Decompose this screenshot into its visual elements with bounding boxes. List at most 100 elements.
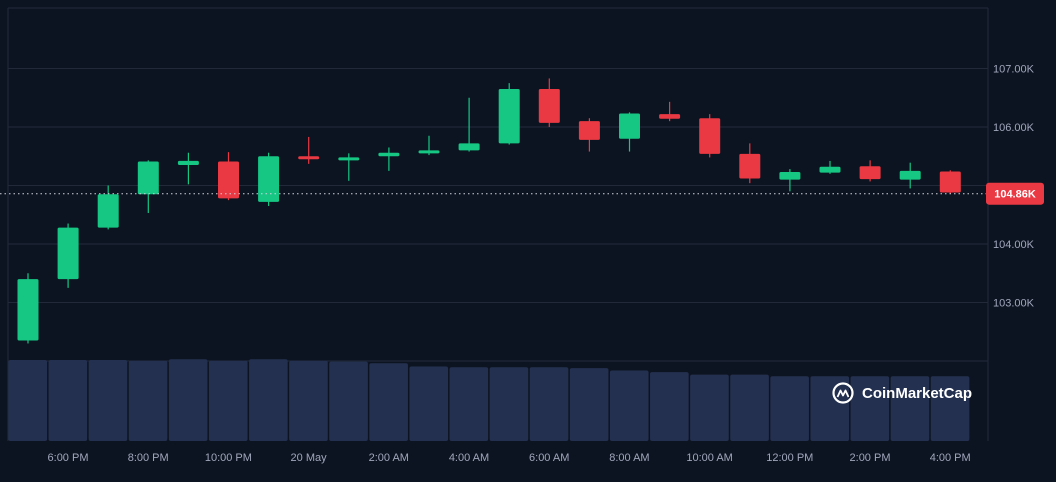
volume-bar (128, 360, 168, 441)
x-tick-label: 2:00 PM (850, 452, 891, 464)
candle[interactable] (97, 185, 119, 230)
volume-bar (168, 359, 208, 441)
candle-body (739, 153, 761, 179)
volume-bar (730, 374, 769, 441)
volume-bars (8, 359, 970, 441)
candle[interactable] (298, 136, 320, 164)
volume-bar (329, 361, 368, 441)
candle[interactable] (779, 169, 801, 192)
x-tick-label: 2:00 AM (369, 452, 409, 464)
y-axis: 103.00K 104.00K 106.00K 107.00K (993, 64, 1035, 310)
candle[interactable] (739, 143, 761, 184)
candle-body (538, 88, 560, 123)
candle-body (819, 166, 841, 173)
y-tick-label: 103.00K (993, 298, 1035, 310)
volume-bar (449, 367, 489, 441)
candle-body (498, 88, 520, 144)
volume-bar (88, 360, 128, 441)
candle[interactable] (17, 273, 39, 344)
brand-name: CoinMarketCap (862, 385, 972, 402)
candle-body (177, 160, 199, 166)
volume-bar (8, 360, 48, 441)
candle-body (458, 143, 480, 151)
candle-body (298, 156, 320, 160)
volume-bar (409, 366, 449, 441)
candle[interactable] (538, 78, 560, 127)
x-tick-label: 8:00 AM (609, 452, 649, 464)
candle[interactable] (819, 160, 841, 174)
candle-body (779, 172, 801, 180)
y-tick-label: 104.00K (993, 239, 1035, 251)
volume-bar (569, 368, 609, 441)
candle[interactable] (659, 101, 681, 122)
candle[interactable] (578, 118, 600, 152)
x-tick-label: 20 May (291, 452, 328, 464)
candle[interactable] (859, 160, 881, 182)
candle-body (578, 121, 600, 140)
x-tick-label: 10:00 AM (686, 452, 732, 464)
candle[interactable] (498, 83, 520, 145)
candle[interactable] (939, 170, 961, 194)
current-price-tag: 104.86K (986, 182, 1044, 205)
candle-body (338, 157, 360, 161)
volume-bar (650, 372, 689, 441)
candle[interactable] (137, 160, 159, 213)
y-tick-label: 107.00K (993, 64, 1035, 76)
candle-body (659, 114, 681, 119)
candle[interactable] (258, 152, 280, 206)
candle[interactable] (177, 152, 199, 185)
candle-body (258, 156, 280, 202)
candle[interactable] (899, 162, 921, 189)
candle[interactable] (458, 97, 480, 152)
volume-bar (810, 376, 850, 441)
candle[interactable] (218, 152, 239, 201)
current-price-tag-background (986, 182, 1044, 205)
candle-body (859, 166, 881, 180)
candle-body (939, 171, 961, 193)
x-tick-label: 4:00 AM (449, 452, 489, 464)
x-tick-label: 4:00 PM (930, 452, 971, 464)
candle-body (17, 279, 39, 341)
candle-body (57, 227, 79, 280)
x-tick-label: 6:00 PM (48, 452, 89, 464)
candle[interactable] (378, 147, 400, 171)
candle-body (97, 194, 119, 228)
volume-bar (690, 374, 729, 441)
x-tick-label: 10:00 PM (205, 452, 252, 464)
brand-watermark: CoinMarketCap (832, 382, 972, 404)
x-tick-label: 8:00 PM (128, 452, 169, 464)
volume-bar (529, 367, 569, 441)
volume-bar (48, 360, 88, 441)
candle-body (378, 152, 400, 157)
candle-body (619, 113, 640, 139)
x-axis: 6:00 PM 8:00 PM 10:00 PM 20 May 2:00 AM 4:00 … (48, 452, 971, 464)
volume-bar (249, 359, 288, 441)
candle-body (899, 170, 921, 180)
candle[interactable] (699, 114, 721, 158)
x-tick-label: 6:00 AM (529, 452, 569, 464)
y-tick-label: 106.00K (993, 122, 1035, 134)
candle[interactable] (338, 153, 360, 181)
current-price-label: 104.86K (994, 189, 1036, 201)
candle[interactable] (619, 112, 640, 152)
candle-body (218, 161, 239, 199)
volume-bar (930, 376, 970, 441)
candles[interactable] (17, 78, 961, 344)
coinmarketcap-logo-icon (832, 382, 854, 404)
volume-bar (489, 367, 529, 441)
volume-bar (208, 360, 248, 441)
candle[interactable] (57, 223, 79, 288)
candle-body (418, 150, 440, 154)
candle-body (137, 161, 159, 195)
volume-bar (890, 376, 930, 441)
volume-bar (609, 370, 649, 441)
volume-bar (850, 376, 890, 441)
candle-body (699, 118, 721, 154)
x-tick-label: 12:00 PM (766, 452, 813, 464)
volume-bar (289, 360, 328, 441)
volume-bar (770, 376, 809, 441)
candle[interactable] (418, 135, 440, 156)
volume-bar (369, 363, 408, 441)
